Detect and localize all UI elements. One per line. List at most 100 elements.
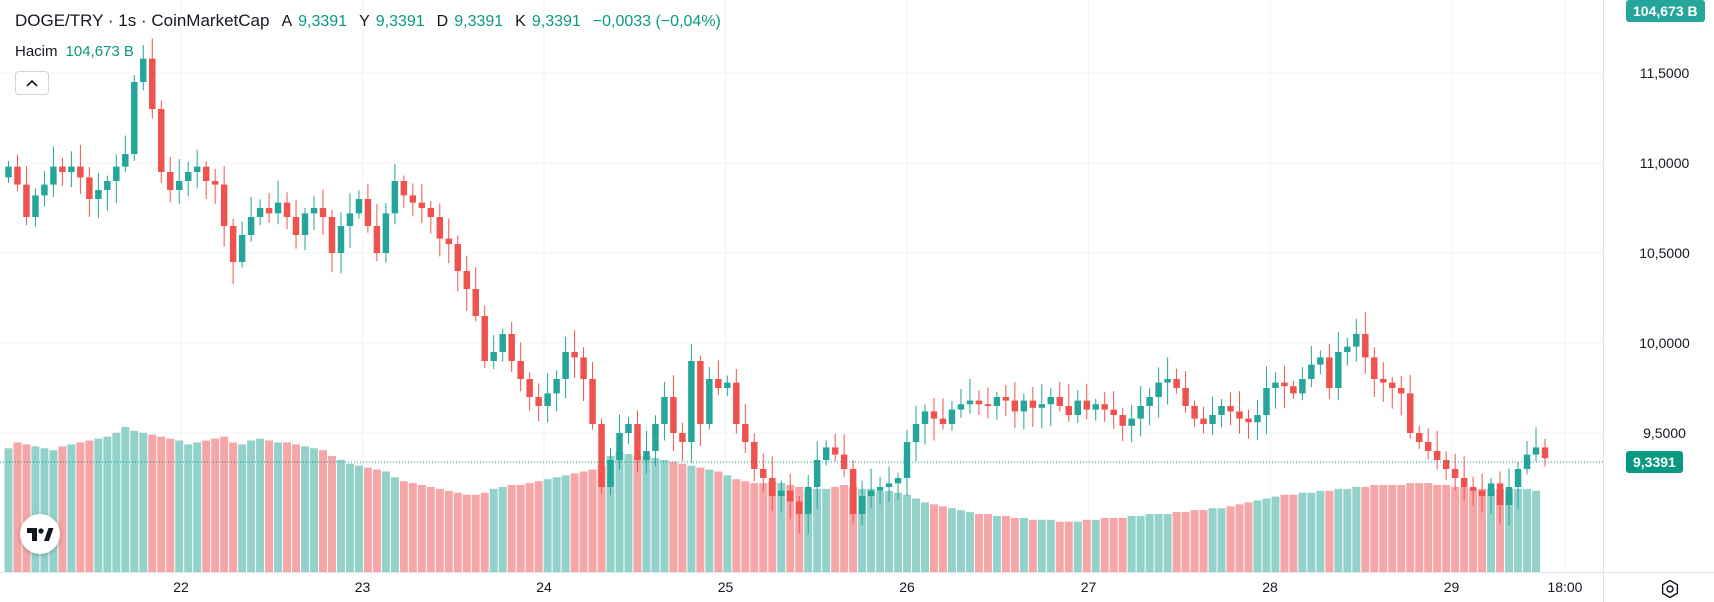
volume-bar [1100,517,1109,572]
symbol-title[interactable]: DOGE/TRY · 1s · CoinMarketCap [15,11,270,30]
candle-body [427,208,435,217]
candle-body [1299,379,1306,394]
volume-bar [1190,510,1199,572]
volume-bar [759,483,768,572]
candle-body [661,397,668,424]
price-tick-label: 9,5000 [1643,425,1686,441]
volume-bar [327,456,336,572]
candle-body [769,478,776,496]
candle-body [292,217,300,235]
candle-body [1029,400,1037,408]
volume-bar [1307,492,1316,572]
candle-body [193,166,201,172]
candle-body [409,195,417,203]
candle-body [301,213,309,235]
volume-bar [714,471,723,572]
volume-bar [822,488,831,572]
volume-bar [992,515,1001,572]
candle-body [310,208,318,214]
collapse-legend-button[interactable] [15,71,49,95]
volume-bar [408,483,417,572]
volume-bar [130,430,139,572]
candle-body [1056,397,1064,406]
volume-bar [417,485,426,572]
candle-body [86,177,93,199]
volume-bar [903,494,912,572]
volume-bar [148,434,157,572]
volume-bar [1082,519,1091,572]
tradingview-logo[interactable] [20,514,60,554]
volume-bar [49,450,58,572]
volume-bar [238,444,247,572]
volume-bar [858,488,867,572]
candle-body [903,442,911,478]
volume-bar [1334,488,1343,572]
volume-bar [1361,486,1370,572]
volume-bar [94,438,103,572]
volume-bar [894,492,903,572]
volume-bar [678,463,687,572]
candle-body [993,397,1001,406]
candle-body [804,487,812,514]
candle-body [1397,388,1405,394]
volume-bar [310,448,318,572]
candle-body [1218,406,1225,415]
price-tick-label: 10,5000 [1639,245,1690,261]
volume-bar [256,438,265,572]
candle-body [104,181,111,190]
volume-bar [624,454,633,572]
candle-body [1101,404,1108,410]
volume-bar [489,488,498,572]
candle-body [499,334,506,352]
volume-bar [1397,485,1406,572]
volume-bar [345,463,354,572]
candle-body [131,82,138,154]
price-tick-label: 10,0000 [1639,335,1690,351]
volume-bar [956,510,965,572]
candle-body [418,202,426,208]
candle-body [957,404,965,410]
volume-bar [1217,508,1226,572]
ohlc-close-value: 9,3391 [531,13,581,30]
volume-bar [777,483,786,572]
volume-label[interactable]: Hacim [15,43,58,60]
volume-bar [1253,500,1262,572]
gear-icon[interactable] [1660,579,1680,599]
volume-bar [274,442,283,572]
volume-bar [651,457,660,572]
candle-body [1092,404,1099,410]
volume-bar [561,475,570,572]
volume-bar [1496,488,1505,572]
volume-bar [175,440,184,572]
ohlc-low-key: D [436,13,449,30]
candle-body [1065,406,1073,415]
candle-body [795,501,803,514]
candle-body [1020,400,1028,412]
candle-body [319,208,327,217]
volume-bar [462,494,471,572]
candle-body [1173,379,1180,388]
candle-body [1362,334,1369,358]
volume-bar [1073,521,1082,572]
volume-bar [399,481,408,572]
price-axis[interactable]: 11,5000 11,0000 10,5000 10,0000 9,5000 [1603,0,1691,602]
candle-body [1380,379,1387,383]
volume-bar [1478,488,1487,572]
volume-bar [229,442,238,572]
volume-bar [112,432,121,572]
time-axis[interactable]: 22 23 24 25 26 27 28 29 18:00 [0,572,1714,596]
candle-body [571,352,578,358]
volume-bar [1037,519,1046,572]
volume-bar [965,512,974,572]
volume-bar [813,488,822,572]
volume-legend: Hacim 104,673 B [15,43,134,60]
candle-body [1469,487,1477,491]
candle-body [391,181,399,214]
candle-body [831,447,839,455]
ohlc-low-value: 9,3391 [454,13,504,30]
time-tick-label: 29 [1444,579,1460,595]
volume-bar [220,436,229,572]
volume-bar [58,446,67,572]
